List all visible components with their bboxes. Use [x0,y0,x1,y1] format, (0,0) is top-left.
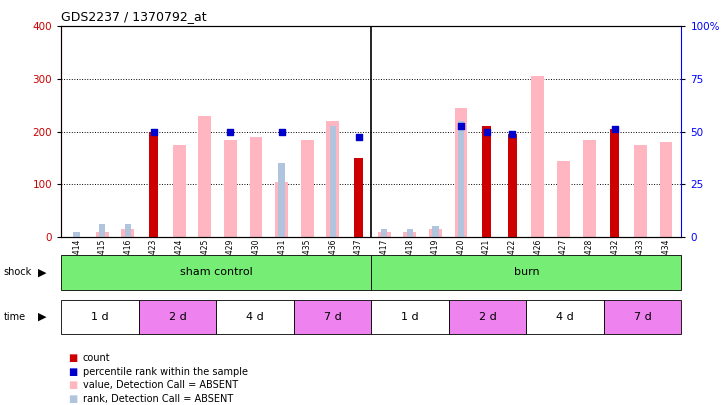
Bar [403,232,416,237]
Text: 2 d: 2 d [479,312,497,322]
Bar [198,116,211,237]
Bar [603,300,681,334]
Bar [329,126,336,237]
Bar [634,145,647,237]
Bar [531,76,544,237]
Bar [583,139,596,237]
Text: ■: ■ [68,354,78,363]
Text: time: time [4,312,26,322]
Bar [378,232,391,237]
Bar [216,300,294,334]
Bar [122,229,134,237]
Text: GDS2237 / 1370792_at: GDS2237 / 1370792_at [61,10,207,23]
Bar [354,158,363,237]
Bar [294,300,371,334]
Bar [278,163,285,237]
Bar [660,142,673,237]
Bar [138,300,216,334]
Bar [74,232,80,237]
Bar [526,300,603,334]
Text: 4 d: 4 d [246,312,264,322]
Bar [224,139,236,237]
Point [455,123,466,130]
Text: 7 d: 7 d [634,312,652,322]
Point [506,131,518,138]
Bar [557,160,570,237]
Text: sham control: sham control [180,267,252,277]
Bar [249,137,262,237]
Bar [508,134,517,237]
Point [225,128,236,135]
Text: 1 d: 1 d [402,312,419,322]
Point [481,128,492,135]
Text: 1 d: 1 d [92,312,109,322]
Point [353,134,364,140]
Point [609,126,621,132]
Text: 4 d: 4 d [556,312,574,322]
Text: ■: ■ [68,394,78,403]
Bar [275,181,288,237]
Bar [99,224,105,237]
Text: value, Detection Call = ABSENT: value, Detection Call = ABSENT [83,380,238,390]
Bar [458,121,464,237]
Bar [173,145,185,237]
Text: ▶: ▶ [38,267,47,277]
Point [276,128,288,135]
Bar [610,129,619,237]
Bar [454,108,467,237]
Text: ■: ■ [68,380,78,390]
Bar [61,255,371,290]
Text: burn: burn [513,267,539,277]
Bar [327,121,340,237]
Text: 7 d: 7 d [324,312,342,322]
Text: ▶: ▶ [38,312,47,322]
Bar [448,300,526,334]
Bar [301,139,314,237]
Point [148,128,159,135]
Text: rank, Detection Call = ABSENT: rank, Detection Call = ABSENT [83,394,233,403]
Bar [149,132,158,237]
Bar [432,226,438,237]
Bar [371,255,681,290]
Text: 2 d: 2 d [169,312,187,322]
Text: ■: ■ [68,367,78,377]
Text: count: count [83,354,110,363]
Bar [125,224,131,237]
Bar [407,229,413,237]
Bar [96,232,109,237]
Bar [61,300,138,334]
Text: shock: shock [4,267,32,277]
Bar [371,300,448,334]
Bar [482,126,491,237]
Bar [381,229,387,237]
Text: percentile rank within the sample: percentile rank within the sample [83,367,248,377]
Bar [429,229,442,237]
